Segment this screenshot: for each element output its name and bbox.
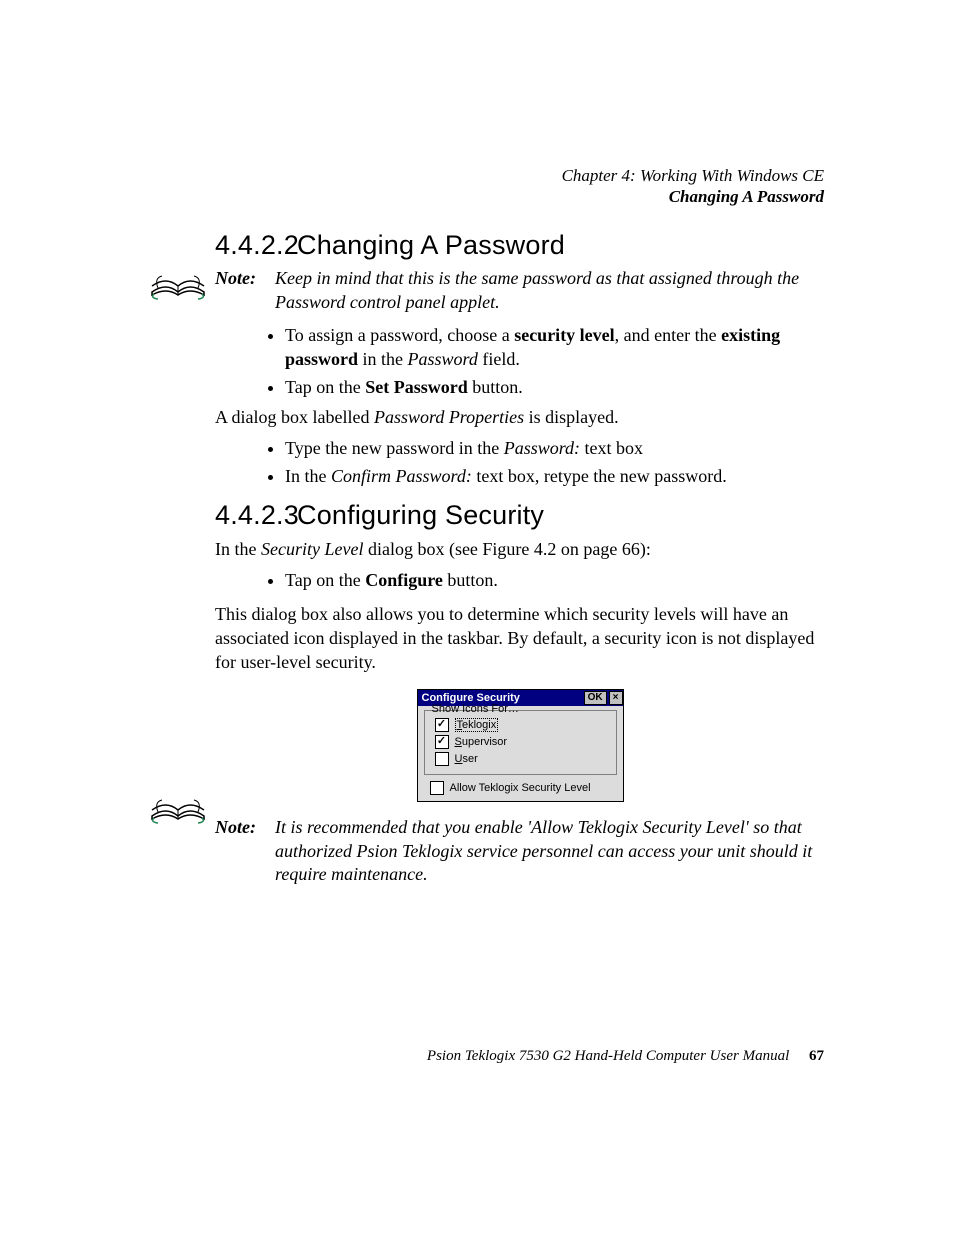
footer-text: Psion Teklogix 7530 G2 Hand-Held Compute…	[427, 1048, 789, 1064]
dialog-body: Show Icons For… ✓ Teklogix ✓ Supervisor …	[418, 706, 623, 801]
configure-security-dialog: Configure Security OK × Show Icons For… …	[417, 689, 624, 802]
heading-text: Changing A Password	[297, 230, 565, 260]
checkbox-label: Supervisor	[455, 736, 508, 748]
bullet-list: Type the new password in the Password: t…	[215, 436, 825, 489]
heading-number: 4.4.2.3	[215, 500, 297, 531]
checkbox-icon: ✓	[435, 718, 449, 732]
note-label: Note:	[215, 816, 256, 840]
note-text: Keep in mind that this is the same passw…	[275, 268, 799, 312]
note-block: Note: Keep in mind that this is the same…	[215, 267, 825, 315]
checkbox-user[interactable]: User	[435, 752, 610, 766]
dialog-title: Configure Security	[422, 692, 582, 704]
page-number: 67	[793, 1048, 824, 1064]
heading-4-4-2-2: 4.4.2.2Changing A Password	[215, 230, 825, 261]
bullet-list: Tap on the Configure button.	[215, 568, 825, 592]
content-column: 4.4.2.2Changing A Password Note: Keep in…	[215, 230, 825, 895]
list-item: In the Confirm Password: text box, retyp…	[285, 464, 825, 488]
section-label: Changing A Password	[562, 186, 824, 207]
close-button[interactable]: ×	[609, 691, 623, 705]
checkbox-icon: ✓	[435, 735, 449, 749]
manual-page: Chapter 4: Working With Windows CE Chang…	[0, 0, 954, 1235]
list-item: Type the new password in the Password: t…	[285, 436, 825, 460]
show-icons-fieldset: Show Icons For… ✓ Teklogix ✓ Supervisor …	[424, 710, 617, 775]
chapter-label: Chapter 4: Working With Windows CE	[562, 165, 824, 186]
checkbox-icon	[430, 781, 444, 795]
checkbox-supervisor[interactable]: ✓ Supervisor	[435, 735, 610, 749]
open-book-icon	[148, 262, 210, 302]
heading-4-4-2-3: 4.4.2.3Configuring Security	[215, 500, 825, 531]
checkbox-label: User	[455, 753, 478, 765]
heading-number: 4.4.2.2	[215, 230, 297, 261]
checkbox-label: Teklogix	[455, 718, 499, 732]
checkbox-icon	[435, 752, 449, 766]
checkbox-label: Allow Teklogix Security Level	[450, 782, 591, 794]
list-item: To assign a password, choose a security …	[285, 323, 825, 372]
note-block: Note: It is recommended that you enable …	[215, 816, 825, 887]
body-text: This dialog box also allows you to deter…	[215, 602, 825, 675]
page-footer: Psion Teklogix 7530 G2 Hand-Held Compute…	[427, 1048, 824, 1065]
bullet-list: To assign a password, choose a security …	[215, 323, 825, 400]
ok-button[interactable]: OK	[584, 691, 607, 705]
note-label: Note:	[215, 267, 256, 291]
checkbox-allow-teklogix[interactable]: Allow Teklogix Security Level	[430, 781, 617, 795]
open-book-icon	[148, 786, 210, 826]
note-text: It is recommended that you enable 'Allow…	[275, 817, 812, 885]
list-item: Tap on the Configure button.	[285, 568, 825, 592]
body-text: A dialog box labelled Password Propertie…	[215, 405, 825, 429]
checkbox-teklogix[interactable]: ✓ Teklogix	[435, 718, 610, 732]
heading-text: Configuring Security	[297, 500, 544, 530]
page-header: Chapter 4: Working With Windows CE Chang…	[562, 165, 824, 208]
body-text: In the Security Level dialog box (see Fi…	[215, 537, 825, 561]
list-item: Tap on the Set Password button.	[285, 375, 825, 399]
